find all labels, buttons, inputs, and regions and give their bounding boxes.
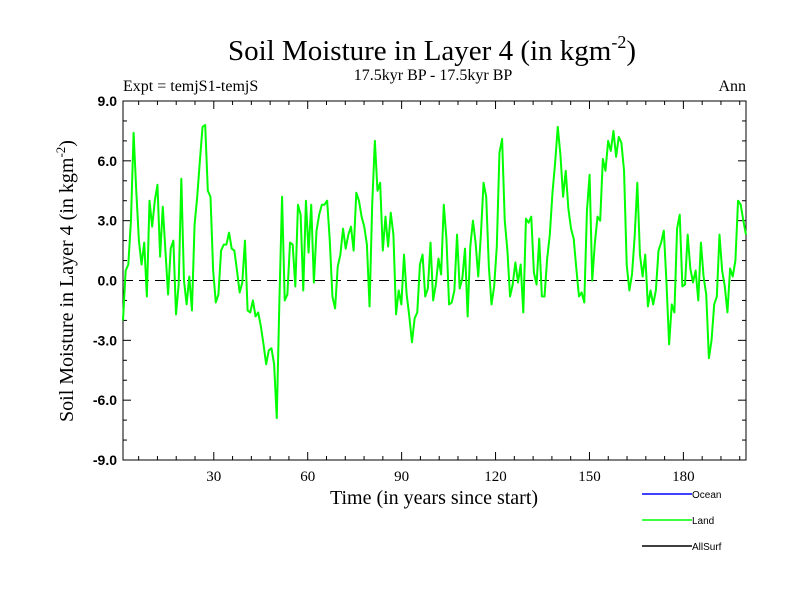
y-axis-label-close: ) [56, 140, 78, 147]
series-line-land [122, 123, 747, 420]
legend-label-allsurf: AllSurf [692, 542, 722, 553]
y-tick-label: -3.0 [93, 332, 117, 348]
y-tick-label: -6.0 [93, 392, 117, 408]
y-axis-label-superscript: -2 [53, 147, 68, 158]
x-tick-label: 90 [394, 469, 409, 485]
chart-title-main: Soil Moisture in Layer 4 (in kgm [228, 35, 612, 67]
x-tick-label: 180 [672, 469, 695, 485]
x-axis-tick-labels: 30 60 90 120 150 180 [206, 469, 694, 485]
y-tick-label: -9.0 [93, 452, 117, 468]
y-tick-label: 6.0 [98, 153, 118, 169]
x-tick-label: 60 [300, 469, 315, 485]
x-tick-label: 150 [578, 469, 601, 485]
x-axis-ticks [138, 101, 741, 460]
series-group [122, 123, 747, 420]
legend-label-ocean: Ocean [692, 490, 721, 501]
y-axis-label: Soil Moisture in Layer 4 (in kgm-2) [53, 140, 78, 422]
legend: Ocean Land AllSurf [642, 490, 722, 553]
legend-label-land: Land [692, 516, 714, 527]
y-tick-label: 9.0 [98, 93, 118, 109]
y-tick-label: 0.0 [98, 273, 118, 289]
subtitle-season: Ann [718, 78, 746, 95]
y-tick-label: 3.0 [98, 213, 118, 229]
subtitle-experiment: Expt = temjS1-temjS [123, 78, 258, 95]
x-tick-label: 120 [484, 469, 507, 485]
chart-title: Soil Moisture in Layer 4 (in kgm-2) [228, 32, 636, 67]
chart-title-superscript: -2 [611, 32, 626, 52]
chart-title-close: ) [626, 35, 636, 67]
subtitle-period: 17.5kyr BP - 17.5kyr BP [354, 67, 513, 84]
y-axis-tick-labels: -9.0 -6.0 -3.0 0.0 3.0 6.0 9.0 [93, 93, 117, 468]
y-axis-label-main: Soil Moisture in Layer 4 (in kgm [56, 157, 78, 422]
x-axis-label: Time (in years since start) [330, 487, 538, 509]
x-tick-label: 30 [206, 469, 221, 485]
